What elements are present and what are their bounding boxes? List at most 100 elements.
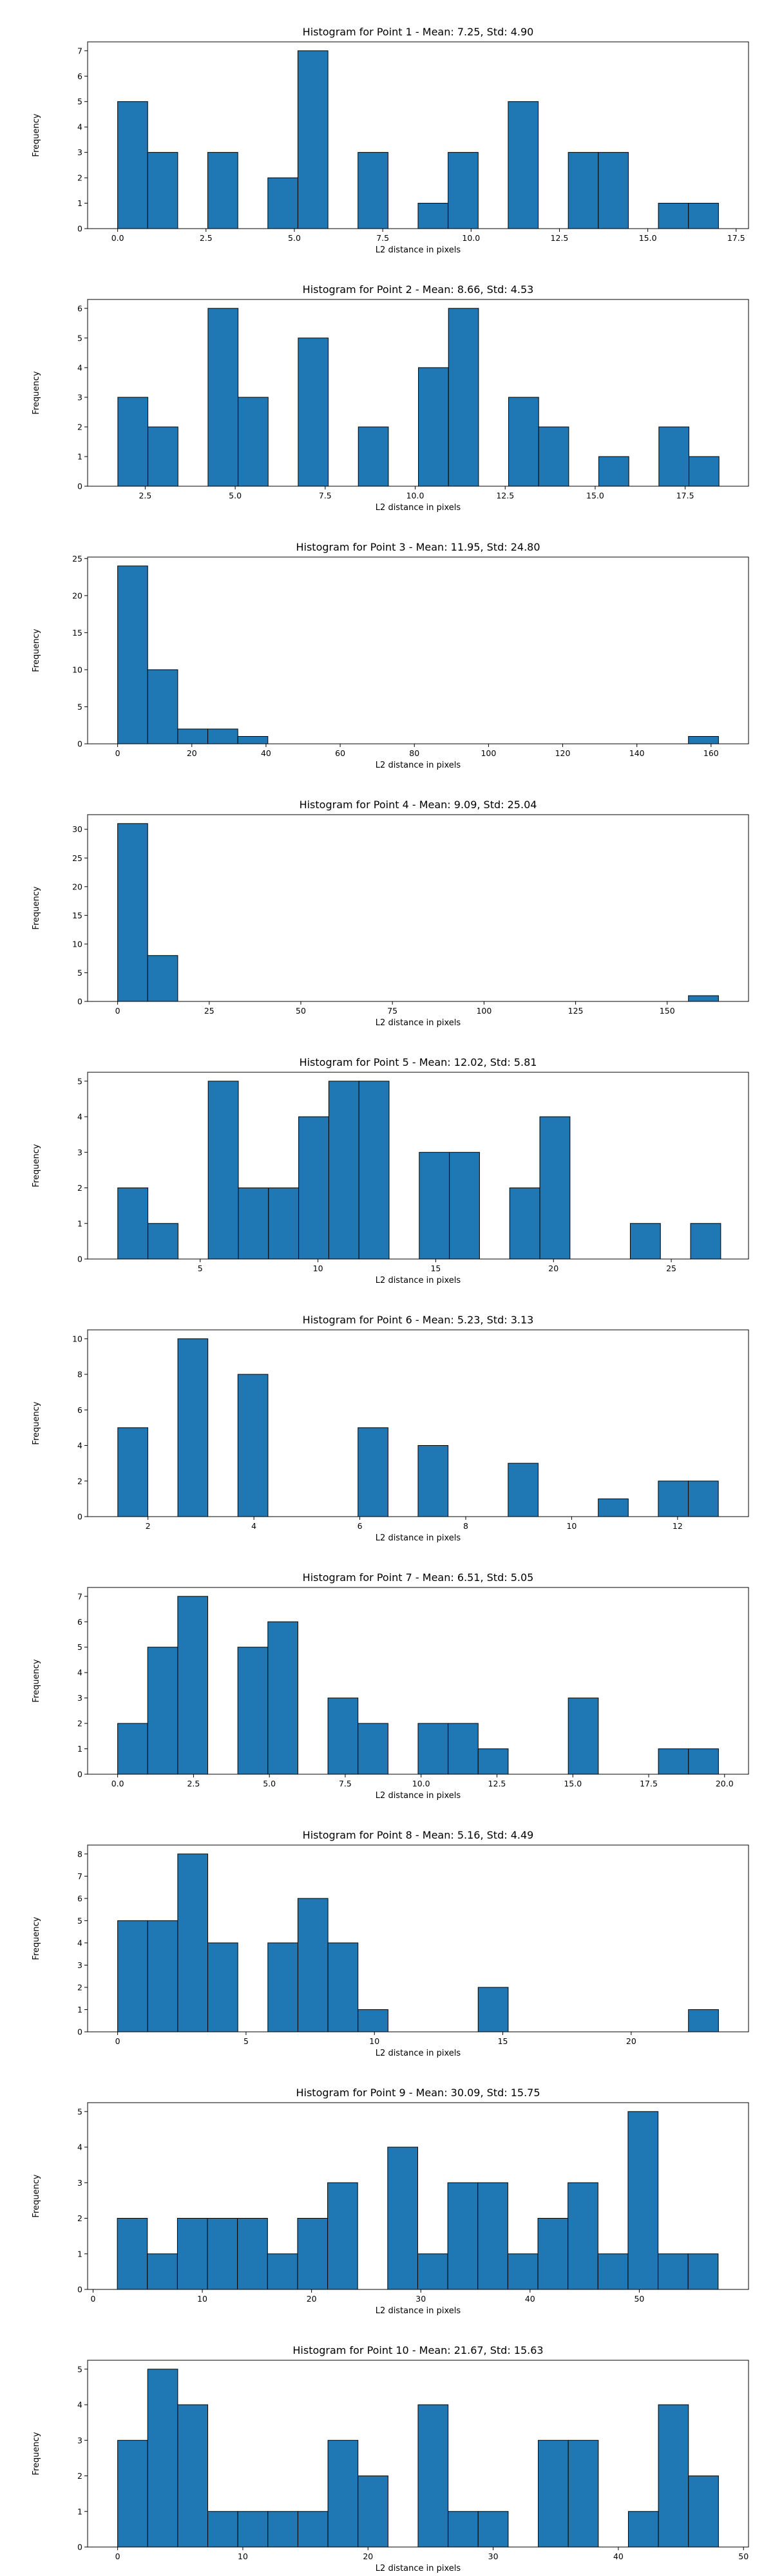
x-tick-label: 20: [626, 2036, 636, 2046]
histogram-bar: 16.77 – 17.6: 2: [658, 426, 690, 487]
y-tick-label: 4: [77, 1441, 82, 1450]
y-tick-label: 1: [77, 2249, 82, 2259]
x-tick-label: 7.5: [339, 1779, 352, 1788]
histogram-bar: 5.1 – 5.95: 7: [297, 50, 329, 229]
histogram-bar: 9.36 – 10.53: 1: [358, 2009, 388, 2032]
histogram-bar: 43.47 – 46.22: 3: [568, 2182, 598, 2290]
y-tick-label: 0: [77, 224, 82, 234]
histogram-bar: 40.72 – 43.47: 2: [537, 2218, 569, 2290]
histogram-bar: 37.97 – 40.72: 1: [507, 2253, 539, 2290]
y-tick-label: 0: [77, 2285, 82, 2295]
y-tick-label: 7: [77, 1591, 82, 1601]
x-axis-label: L2 distance in pixels: [376, 503, 461, 513]
histogram-bar: 18.14 – 19.42: 2: [509, 1188, 540, 1260]
histogram-bar: 8.8 – 9.37: 3: [508, 1463, 539, 1517]
histogram-bar: 19.42 – 20.7: 4: [539, 1116, 571, 1260]
histogram-bar: 3.51 – 4.68: 4: [207, 1942, 238, 2032]
histogram-bar: 1.98 – 2.97: 7: [177, 1596, 209, 1775]
y-tick-label: 3: [77, 2178, 82, 2188]
x-tick-label: 8: [463, 1521, 468, 1531]
y-axis-label: Frequency: [32, 1917, 41, 1960]
y-tick-label: 2: [77, 1982, 82, 1992]
histogram-bar: 7.1 – 7.67: 4: [417, 1445, 449, 1517]
plot-frame: [87, 41, 749, 229]
histogram-bar: 5.08 – 5.92: 3: [238, 397, 269, 487]
x-tick-label: 15.0: [586, 491, 604, 500]
histogram-panel-6: 1.43 – 2: 5 2.56 – 3.13: 10 3.7 – 4.26: 8 5…: [32, 1314, 749, 1543]
x-tick-label: 17.5: [676, 491, 694, 500]
histogram-bar: 9.18 – 10.46: 4: [298, 1116, 329, 1260]
y-tick-label: 4: [77, 363, 82, 372]
histogram-bar: 2.4 – 4.8: 5: [147, 2369, 178, 2548]
histogram-bar: 5.85 – 7.02: 4: [267, 1942, 298, 2032]
x-tick-label: 12.5: [488, 1779, 506, 1788]
x-tick-label: 25: [204, 1006, 215, 1016]
y-tick-label: 20: [72, 591, 82, 600]
y-tick-label: 5: [77, 968, 82, 978]
histogram-bar: 10.09 – 10.93: 4: [418, 367, 449, 487]
x-tick-label: 40: [613, 2552, 624, 2561]
x-tick-label: 10: [566, 1521, 577, 1531]
x-tick-label: 10: [313, 1264, 323, 1273]
x-tick-label: 30: [488, 2552, 499, 2561]
histogram-bar: 18.81 – 19.8: 1: [688, 1748, 719, 1775]
histogram-bar: 15.97 – 18.72: 1: [267, 2253, 298, 2290]
x-tick-label: 5.0: [263, 1779, 276, 1788]
y-tick-label: 20: [72, 882, 82, 891]
x-tick-label: 40: [261, 748, 271, 758]
x-tick-label: 100: [476, 1006, 491, 1016]
y-tick-label: 2: [77, 2213, 82, 2223]
histogram-bar: 26.4 – 28.8: 1: [448, 2511, 479, 2548]
y-tick-label: 1: [77, 2005, 82, 2014]
y-tick-label: 10: [72, 1334, 82, 1343]
histogram-bar: 24.3 – 32.4: 2: [207, 728, 238, 744]
x-tick-label: 120: [555, 748, 571, 758]
histogram-bar: 8.2 – 16.4: 8: [147, 955, 178, 1002]
y-tick-label: 3: [77, 1960, 82, 1970]
histogram-bar: 10.5 – 11.07: 1: [598, 1498, 629, 1517]
y-axis-label: Frequency: [32, 629, 41, 672]
x-tick-label: 15: [498, 2036, 508, 2046]
y-tick-label: 4: [77, 1938, 82, 1947]
x-tick-label: 0: [115, 1006, 120, 1016]
histogram-bar: 7.2 – 9.6: 1: [207, 2511, 238, 2548]
histogram-bar: 13.43 – 14.26: 2: [538, 426, 569, 487]
plot-frame: [87, 1329, 749, 1517]
histogram-bar: 8.19 – 9.36: 4: [327, 1942, 359, 2032]
histogram-bar: 8.1 – 16.2: 10: [147, 669, 178, 744]
histogram-bar: 12.6 – 13.43: 3: [508, 397, 539, 487]
x-tick-label: 7.5: [319, 491, 332, 500]
histogram-bar: 0 – 8.1: 24: [117, 565, 148, 744]
y-tick-label: 3: [77, 2436, 82, 2445]
plot-frame: [87, 2360, 749, 2548]
y-axis-label: Frequency: [32, 371, 41, 414]
x-tick-label: 5: [243, 2036, 249, 2046]
histogram-bar: 18.72 – 21.47: 2: [297, 2218, 329, 2290]
histogram-bar: 14.04 – 15.21: 2: [477, 1987, 509, 2032]
x-tick-label: 20.0: [716, 1779, 734, 1788]
histogram-bar: 10.46 – 11.74: 5: [328, 1081, 359, 1260]
y-tick-label: 3: [77, 147, 82, 157]
histogram-bar: 155.8 – 164: 1: [688, 995, 719, 1002]
x-tick-label: 140: [629, 748, 645, 758]
x-axis-label: L2 distance in pixels: [376, 2049, 461, 2058]
x-axis-label: L2 distance in pixels: [376, 1018, 461, 1028]
chart-title: Histogram for Point 10 - Mean: 21.67, St…: [292, 2344, 543, 2356]
x-axis-label: L2 distance in pixels: [376, 1791, 461, 1801]
x-tick-label: 20: [363, 2552, 373, 2561]
y-tick-label: 7: [77, 1871, 82, 1881]
histogram-bar: 36 – 38.4: 3: [568, 2439, 599, 2548]
y-tick-label: 10: [72, 665, 82, 674]
histogram-bar: 2.22 – 4.97: 2: [117, 2218, 148, 2290]
histogram-bar: 3.96 – 4.95: 5: [237, 1647, 269, 1775]
y-tick-label: 2: [77, 1719, 82, 1728]
histogram-bar: 46.22 – 48.97: 1: [597, 2253, 629, 2290]
y-tick-label: 7: [77, 46, 82, 55]
x-tick-label: 40: [525, 2294, 535, 2304]
x-tick-label: 30: [415, 2294, 426, 2304]
histogram-bar: 0 – 1.17: 5: [117, 1920, 148, 2032]
x-tick-label: 20: [187, 748, 197, 758]
histogram-bar: 15.1 – 15.94: 1: [598, 456, 629, 487]
